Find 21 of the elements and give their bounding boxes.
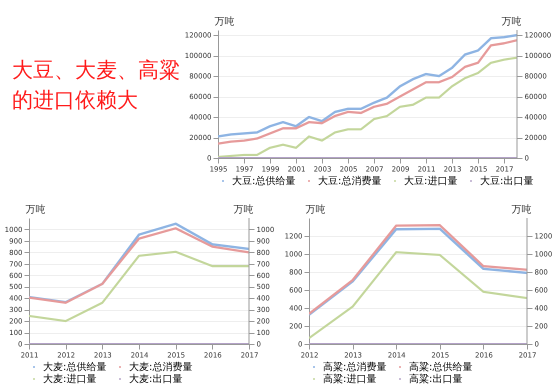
y2-axis-title: 万吨 <box>512 204 532 216</box>
legend-label: 大豆:出口量 <box>480 175 534 187</box>
text: 大豆、大麦、高粱的进口依赖大 <box>12 57 181 114</box>
legend-label: 高粱:总供给量 <box>409 361 472 373</box>
legend-label: 高粱:进口量 <box>323 373 376 385</box>
legend-label: 高粱:总消费量 <box>323 361 386 373</box>
legend-label: 高粱:出口量 <box>409 373 462 385</box>
y-axis-title: 万吨 <box>306 204 326 216</box>
legend-label: 大麦:出口量 <box>129 373 182 385</box>
legend-label: 大麦:总消费量 <box>129 361 192 373</box>
line-series <box>29 250 249 322</box>
y-axis-title: 万吨 <box>214 16 234 28</box>
legend-label: 大豆:总消费量 <box>318 175 382 187</box>
legend-label: 大麦:总供给量 <box>43 361 106 373</box>
legend-label: 大麦:进口量 <box>43 373 96 385</box>
y-axis-title: 万吨 <box>26 204 46 216</box>
y2-axis-title: 万吨 <box>502 16 522 28</box>
legend-label: 大豆:总供给量 <box>232 175 296 187</box>
y2-axis-title: 万吨 <box>234 204 254 216</box>
legend-label: 大豆:进口量 <box>404 175 458 187</box>
line-series <box>309 251 527 340</box>
